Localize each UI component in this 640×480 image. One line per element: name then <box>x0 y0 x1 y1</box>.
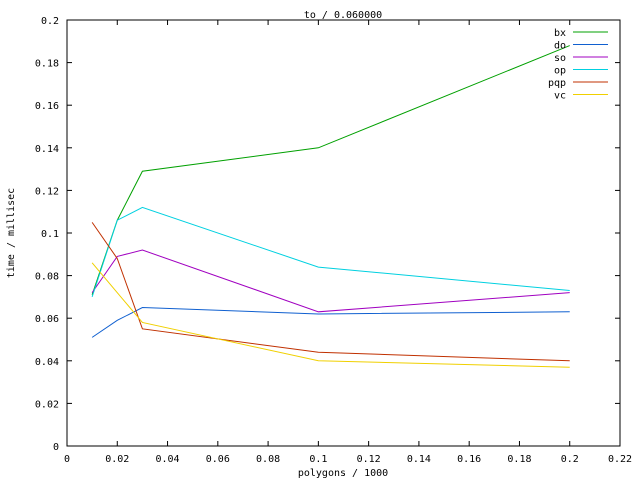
y-tick-label: 0.12 <box>35 186 59 197</box>
y-tick-label: 0 <box>53 442 59 453</box>
x-tick-label: 0.14 <box>407 454 431 465</box>
y-tick-label: 0.1 <box>41 229 59 240</box>
legend-label-so: so <box>554 53 566 64</box>
x-axis-label: polygons / 1000 <box>298 468 388 479</box>
series-line-vc <box>91 262 570 368</box>
chart-title: to / 0.060000 <box>304 10 382 21</box>
y-tick-label: 0.2 <box>41 16 59 27</box>
y-tick-label: 0.16 <box>35 101 59 112</box>
x-tick-label: 0.18 <box>507 454 531 465</box>
x-tick-label: 0.02 <box>105 454 129 465</box>
x-tick-label: 0.08 <box>256 454 280 465</box>
legend-label-do: do <box>554 41 566 52</box>
legend-label-bx: bx <box>554 28 566 39</box>
y-tick-label: 0.04 <box>35 357 59 368</box>
plot-frame <box>66 19 621 447</box>
y-axis-label: time / millisec <box>6 188 17 278</box>
x-tick-label: 0.12 <box>357 454 381 465</box>
series-line-do <box>91 307 570 338</box>
x-tick-label: 0.06 <box>206 454 230 465</box>
y-tick-label: 0.02 <box>35 399 59 410</box>
legend-label-op: op <box>554 66 566 77</box>
y-tick-label: 0.14 <box>35 144 59 155</box>
x-tick-label: 0.2 <box>561 454 579 465</box>
series-line-pqp <box>91 222 570 362</box>
x-tick-label: 0.22 <box>608 454 632 465</box>
x-tick-label: 0.04 <box>155 454 179 465</box>
x-tick-label: 0 <box>64 454 70 465</box>
y-axis: 0 0.02 0.04 0.06 0.08 0.1 0.12 0.14 0.16 0.18 0.2 <box>35 16 620 453</box>
series-line-op <box>91 206 570 298</box>
y-tick-label: 0.08 <box>35 272 59 283</box>
y-tick-label: 0.06 <box>35 314 59 325</box>
legend-label-vc: vc <box>554 91 566 102</box>
legend-label-pqp: pqp <box>548 78 566 89</box>
series-line-so <box>91 249 570 313</box>
y-tick-label: 0.18 <box>35 59 59 70</box>
x-axis: 0 0.02 0.04 0.06 0.08 0.1 0.12 0.14 0.16 0.18 0.2 0… <box>64 20 632 465</box>
x-tick-label: 0.16 <box>457 454 481 465</box>
x-tick-label: 0.1 <box>309 454 327 465</box>
series-lines <box>91 45 570 368</box>
